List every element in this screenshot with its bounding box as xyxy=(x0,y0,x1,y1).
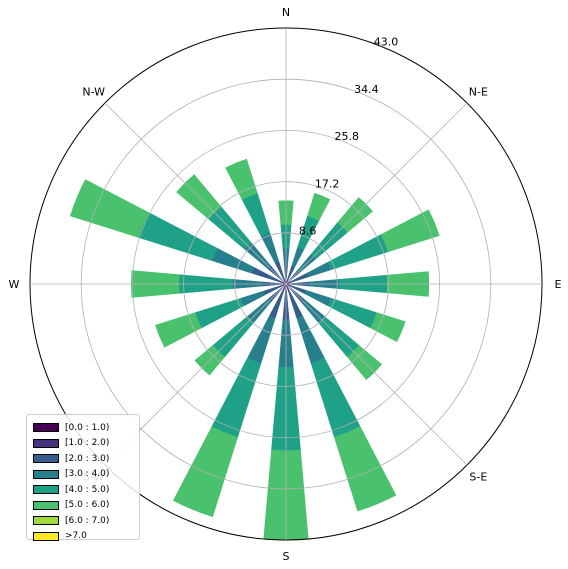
legend-swatch xyxy=(33,438,59,448)
radial-tick-label-2: 25.8 xyxy=(335,130,360,143)
sector-bar-dir-22.5-bin-3 xyxy=(291,246,305,268)
direction-label-n: N xyxy=(282,6,290,19)
legend-label: >7.0 xyxy=(65,531,87,542)
direction-label-w: W xyxy=(9,278,20,291)
legend-item: [2.0 : 3.0) xyxy=(33,451,133,467)
direction-label-s-e: S-E xyxy=(469,470,487,483)
legend-swatch xyxy=(33,531,59,541)
legend-swatch xyxy=(33,454,59,464)
sector-bar-dir-112.5-bin-5 xyxy=(370,312,406,343)
radial-tick-label-1: 17.2 xyxy=(315,177,340,190)
labels-group: EN-ENN-WWS-WSS-E8.617.225.834.443.0 xyxy=(9,6,562,563)
legend-label: [2.0 : 3.0) xyxy=(65,453,110,464)
legend-item: [1.0 : 2.0) xyxy=(33,436,133,452)
sector-bar-dir-112.5-bin-4 xyxy=(327,298,378,329)
legend-label: [3.0 : 4.0) xyxy=(65,469,110,480)
legend-item: >7.0 xyxy=(33,529,133,545)
legend-item: [3.0 : 4.0) xyxy=(33,467,133,483)
legend-item: [5.0 : 6.0) xyxy=(33,498,133,514)
grid-spoke-3 xyxy=(285,283,468,466)
sector-bar-dir-337.5-bin-5 xyxy=(225,158,258,200)
sector-bar-dir-67.5-bin-5 xyxy=(380,209,440,253)
sector-bar-dir-247.5-bin-5 xyxy=(155,312,202,348)
legend-item: [4.0 : 5.0) xyxy=(33,482,133,498)
legend-item: [0.0 : 1.0) xyxy=(33,420,133,436)
radial-tick-label-3: 34.4 xyxy=(354,83,379,96)
legend-swatch xyxy=(33,500,59,510)
legend-item: [6.0 : 7.0) xyxy=(33,513,133,529)
direction-label-n-w: N-W xyxy=(82,86,105,99)
grid-spoke-7 xyxy=(104,102,287,285)
sector-bar-dir-337.5-bin-4 xyxy=(241,192,271,237)
sector-bar-dir-67.5-bin-3 xyxy=(306,261,332,278)
legend: [0.0 : 1.0) [1.0 : 2.0) [2.0 : 3.0) [3.0 : … xyxy=(26,414,140,541)
legend-swatch xyxy=(33,469,59,479)
sector-bar-dir-292.5-bin-4 xyxy=(138,212,218,262)
legend-label: [0.0 : 1.0) xyxy=(65,422,110,433)
sector-bar-dir-202.5-bin-4 xyxy=(211,357,262,438)
legend-label: [6.0 : 7.0) xyxy=(65,515,110,526)
legend-swatch xyxy=(33,423,59,433)
sector-bar-dir-247.5-bin-3 xyxy=(240,290,266,307)
direction-label-s: S xyxy=(283,550,290,563)
sector-bar-dir-22.5-bin-5 xyxy=(307,192,331,221)
radial-tick-label-4: 43.0 xyxy=(374,35,399,48)
sector-bar-dir-157.5-bin-4 xyxy=(310,357,361,438)
sector-bar-dir-202.5-bin-5 xyxy=(172,426,238,518)
legend-label: [5.0 : 6.0) xyxy=(65,500,110,511)
grid-spoke-1 xyxy=(285,102,468,285)
direction-label-e: E xyxy=(555,278,562,291)
legend-swatch xyxy=(33,516,59,526)
sector-bar-dir-292.5-bin-5 xyxy=(69,179,150,238)
sector-bar-dir-247.5-bin-4 xyxy=(194,298,245,329)
radial-tick-label-0: 8.6 xyxy=(299,225,317,238)
legend-swatch xyxy=(33,485,59,495)
legend-label: [4.0 : 5.0) xyxy=(65,484,110,495)
legend-label: [1.0 : 2.0) xyxy=(65,438,110,449)
sector-bar-dir-157.5-bin-5 xyxy=(334,426,397,512)
direction-label-n-e: N-E xyxy=(469,86,488,99)
